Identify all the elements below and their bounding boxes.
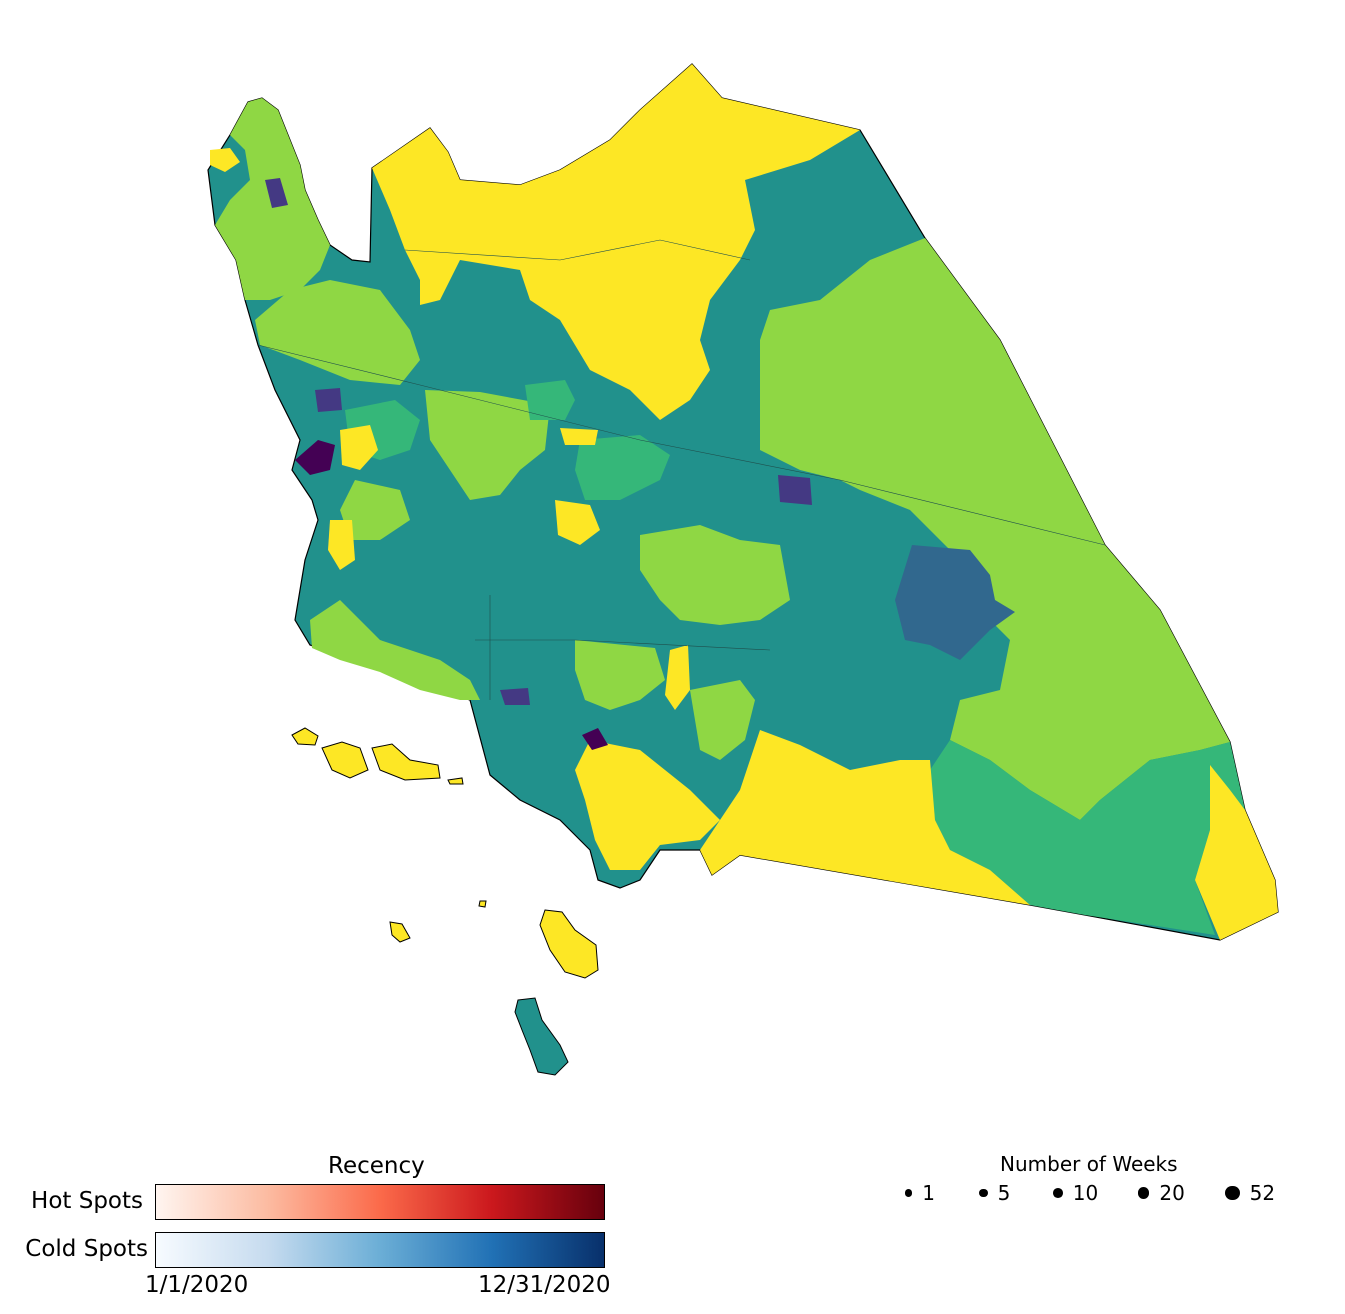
map-region-indigo-4	[500, 688, 530, 705]
map-region-southeast-green	[930, 740, 1245, 935]
map-region-indigo-3	[265, 178, 288, 208]
weeks-legend-label: 1	[922, 1181, 935, 1205]
map-region-yellow-nw-1	[210, 148, 240, 172]
weeks-legend-item: 5	[979, 1181, 1010, 1205]
size-dot-icon	[905, 1189, 913, 1197]
weeks-legend-label: 52	[1249, 1181, 1276, 1205]
hot-spots-colorbar	[155, 1184, 605, 1220]
map-region-central-lightgreen-2	[425, 390, 550, 500]
map-island-4	[447, 777, 464, 785]
map-region-coast-lightgreen	[310, 600, 480, 700]
size-dot-icon	[1053, 1188, 1063, 1198]
map-region-north-yellow	[372, 64, 860, 420]
map-island-6	[478, 900, 487, 908]
map-region-east-lightgreen	[760, 238, 1230, 820]
weeks-legend-item: 52	[1225, 1181, 1275, 1205]
cold-spots-colorbar	[155, 1232, 605, 1268]
map-island-8	[514, 997, 569, 1076]
map-region-central-lightgreen-4	[575, 640, 665, 710]
map-island-3	[371, 743, 441, 781]
choropleth-map	[207, 63, 1279, 1076]
hot-spots-label: Hot Spots	[31, 1188, 143, 1214]
map-region-yellow-coast-3	[560, 428, 598, 445]
map-region-yellow-coast-2	[555, 500, 600, 545]
size-dot-icon	[1138, 1187, 1150, 1199]
weeks-legend-item: 1	[905, 1181, 935, 1205]
weeks-legend-title: Number of Weeks	[1000, 1152, 1178, 1176]
map-region-blue	[895, 545, 1015, 660]
weeks-legend-label: 10	[1072, 1181, 1099, 1205]
map-island-1	[291, 727, 319, 746]
map-region-central-lightgreen-6	[340, 480, 410, 540]
recency-start-label: 1/1/2020	[145, 1272, 249, 1298]
map-region-purple-1	[295, 440, 335, 475]
map-region-yellow-coast-4	[665, 645, 690, 710]
weeks-legend-label: 5	[997, 1181, 1011, 1205]
map-region-southeast-yellow	[1195, 765, 1278, 940]
map-region-indigo-1	[778, 475, 812, 505]
map-boundary-line-2	[404, 239, 751, 261]
map-region-central-lightgreen-3	[640, 525, 790, 625]
map-region-central-lightgreen-1	[255, 280, 420, 385]
map-region-south-yellow	[700, 730, 1030, 905]
weeks-legend-label: 20	[1159, 1181, 1185, 1205]
map-island-5	[389, 921, 411, 943]
map-island-7	[539, 909, 599, 979]
map-region-green-1	[575, 435, 670, 500]
map-island-2	[321, 741, 369, 779]
map-region-green-3	[525, 380, 575, 420]
size-dot-icon	[1225, 1185, 1240, 1201]
map-region-purple-2	[582, 728, 608, 750]
map-region-yellow-coast-1	[340, 425, 378, 470]
cold-spots-label: Cold Spots	[25, 1236, 148, 1262]
weeks-legend-item: 10	[1053, 1181, 1098, 1205]
map-boundary-line-3	[475, 595, 771, 700]
size-dot-icon	[979, 1188, 988, 1198]
map-region-yellow-south-urban	[575, 740, 720, 870]
recency-end-label: 12/31/2020	[478, 1272, 611, 1298]
weeks-legend-item: 20	[1138, 1181, 1185, 1205]
map-region-yellow-nw-2	[328, 520, 355, 570]
map-boundary-line-1	[257, 344, 1106, 546]
map-region-central-lightgreen-5	[690, 680, 755, 760]
map-region-indigo-2	[315, 388, 342, 412]
recency-legend-title: Recency	[328, 1153, 425, 1179]
